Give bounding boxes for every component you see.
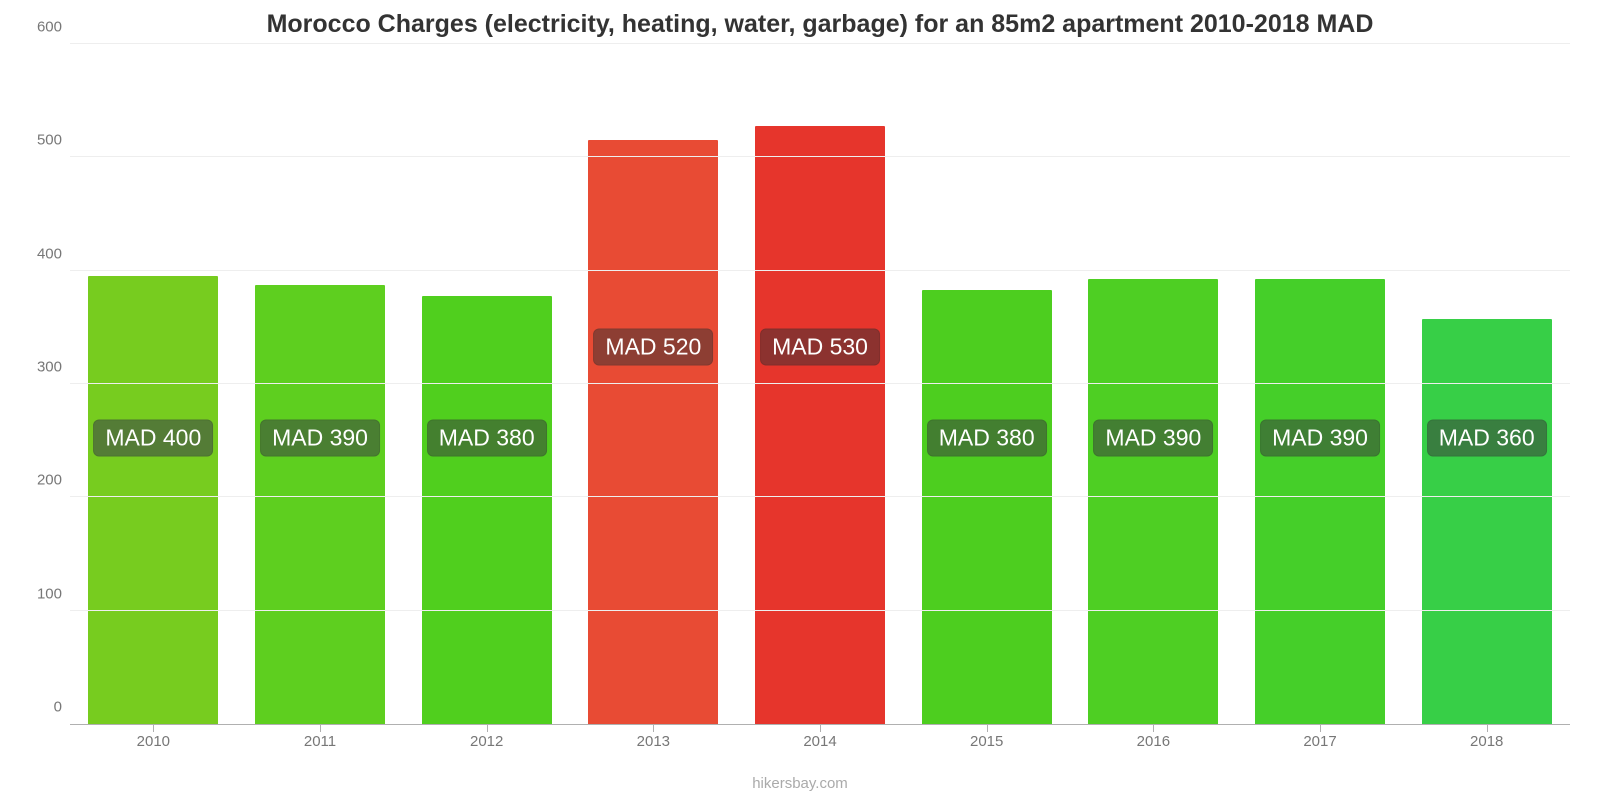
bars-group: MAD 400 MAD 390 MAD 380 MAD 520 MAD 530 MAD 3…: [70, 45, 1570, 724]
bar-value-label: MAD 380: [427, 419, 547, 456]
bar-value-label: MAD 390: [260, 419, 380, 456]
gridline: [70, 610, 1570, 611]
bar-value-label: MAD 520: [593, 329, 713, 366]
bar-value-label: MAD 380: [927, 419, 1047, 456]
x-tick-label: 2010: [70, 733, 237, 750]
x-axis-labels: 201020112012201320142015201620172018: [70, 733, 1570, 750]
y-tick-label: 100: [20, 585, 62, 602]
bar-slot: MAD 360: [1403, 45, 1570, 724]
bar: [922, 290, 1052, 724]
chart-container: Morocco Charges (electricity, heating, w…: [0, 0, 1600, 800]
bar: [755, 126, 885, 724]
bar-value-label: MAD 390: [1260, 419, 1380, 456]
bar-slot: MAD 530: [737, 45, 904, 724]
gridline: [70, 156, 1570, 157]
chart-title: Morocco Charges (electricity, heating, w…: [70, 10, 1570, 39]
bar: [1255, 279, 1385, 724]
bar-value-label: MAD 530: [760, 329, 880, 366]
bar: [255, 285, 385, 724]
bar: [422, 296, 552, 724]
bar-slot: MAD 380: [903, 45, 1070, 724]
x-tick-label: 2014: [737, 733, 904, 750]
x-tick-label: 2011: [237, 733, 404, 750]
bar-value-label: MAD 360: [1427, 419, 1547, 456]
x-tick-label: 2017: [1237, 733, 1404, 750]
bar-slot: MAD 380: [403, 45, 570, 724]
bar-slot: MAD 390: [237, 45, 404, 724]
bar-slot: MAD 520: [570, 45, 737, 724]
x-tick-label: 2012: [403, 733, 570, 750]
x-tick-label: 2018: [1403, 733, 1570, 750]
plot-area: MAD 400 MAD 390 MAD 380 MAD 520 MAD 530 MAD 3…: [70, 45, 1570, 725]
bar: [1088, 279, 1218, 724]
bar-slot: MAD 400: [70, 45, 237, 724]
x-tick-label: 2015: [903, 733, 1070, 750]
bar-value-label: MAD 400: [93, 419, 213, 456]
gridline: [70, 43, 1570, 44]
gridline: [70, 270, 1570, 271]
gridline: [70, 383, 1570, 384]
bar-slot: MAD 390: [1070, 45, 1237, 724]
bar: [1422, 319, 1552, 724]
y-tick-label: 200: [20, 472, 62, 489]
x-tick-label: 2013: [570, 733, 737, 750]
x-tick-label: 2016: [1070, 733, 1237, 750]
chart-footer: hikersbay.com: [0, 775, 1600, 792]
y-tick-label: 500: [20, 132, 62, 149]
bar: [88, 276, 218, 724]
bar-slot: MAD 390: [1237, 45, 1404, 724]
y-tick-label: 300: [20, 359, 62, 376]
bar: [588, 140, 718, 724]
y-tick-label: 400: [20, 245, 62, 262]
bar-value-label: MAD 390: [1093, 419, 1213, 456]
y-tick-label: 0: [20, 699, 62, 716]
gridline: [70, 496, 1570, 497]
y-tick-label: 600: [20, 19, 62, 36]
